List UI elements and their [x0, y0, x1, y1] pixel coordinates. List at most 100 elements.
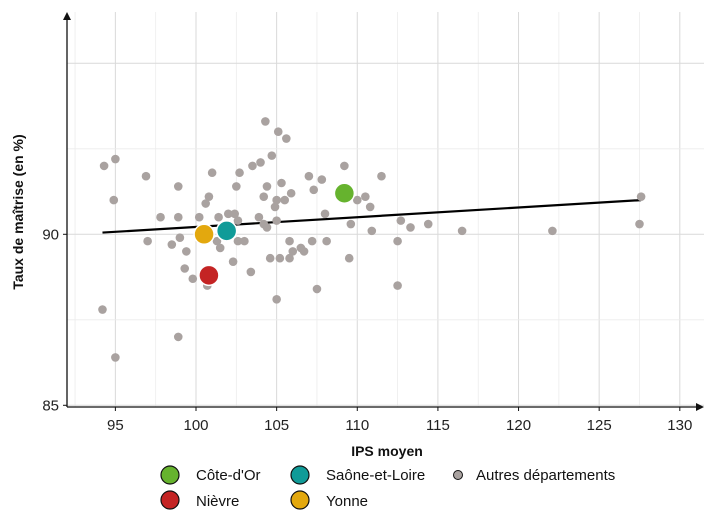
point-autres-departements [233, 216, 243, 225]
point-autres-departements [270, 202, 280, 212]
point-autres-departements [282, 134, 291, 143]
point-autres-departements [111, 154, 120, 164]
point-autres-departements [262, 182, 272, 191]
legend-label-yonne: Yonne [326, 493, 368, 510]
point-autres-departements [261, 117, 270, 126]
point-autres-departements [365, 202, 375, 212]
point-autres-departements [98, 305, 107, 314]
grid [67, 12, 704, 407]
point-autres-departements [340, 161, 349, 171]
point-autres-departements [272, 195, 281, 205]
point-autres-departements [188, 274, 198, 284]
point-autres-departements [194, 212, 204, 222]
trend-line-group [102, 198, 642, 234]
x-tick-label: 100 [183, 417, 208, 434]
point-autres-departements [254, 212, 264, 222]
point-autres-departements [285, 236, 294, 246]
point-autres-departements [288, 247, 298, 256]
point-autres-departements [275, 253, 285, 263]
legend-label-cote-dor: Côte-d'Or [196, 467, 261, 484]
point-autres-departements [267, 151, 277, 160]
point-autres-departements [361, 192, 370, 201]
point-autres-departements [548, 226, 557, 236]
point-autres-departements [277, 178, 286, 188]
point-autres-departements [299, 247, 309, 256]
point-autres-departements [272, 294, 281, 304]
point-autres-departements [212, 236, 222, 246]
legend: Côte-d'Or Saône-et-Loire Autres départem… [160, 465, 615, 510]
trend-line [102, 198, 642, 234]
y-axis-title: Taux de maîtrise (en %) [10, 134, 26, 289]
y-tick-label: 90 [42, 226, 59, 243]
highlight-point-saone-et-loire [215, 220, 238, 242]
x-axis-arrow [696, 403, 704, 411]
x-tick-label: 115 [426, 417, 450, 434]
legend-item-nievre: Nièvre [160, 490, 239, 510]
point-autres-departements [307, 236, 317, 246]
legend-swatch-autres-departements [453, 470, 463, 480]
x-tick-label: 95 [107, 417, 124, 434]
tick-labels: 95 100 105 110 115 120 125 130 85 90 [42, 226, 692, 434]
point-autres-departements [635, 219, 644, 229]
point-autres-departements [175, 233, 185, 243]
legend-label-autres-departements: Autres départements [476, 467, 615, 484]
point-autres-departements [265, 253, 275, 263]
point-autres-departements [423, 219, 433, 229]
legend-item-autres-departements: Autres départements [453, 467, 615, 484]
point-autres-departements [240, 236, 249, 246]
point-autres-departements [317, 175, 327, 184]
y-tick-label: 85 [42, 397, 59, 414]
point-autres-departements [232, 182, 241, 191]
legend-label-nievre: Nièvre [196, 493, 239, 510]
highlight-point-nievre [198, 264, 220, 287]
point-autres-departements [256, 158, 265, 167]
highlight-point-yonne [193, 223, 215, 246]
point-autres-departements [156, 212, 165, 222]
legend-item-cote-dor: Côte-d'Or [160, 465, 261, 485]
point-autres-departements [377, 171, 386, 181]
point-autres-departements [367, 226, 377, 236]
axes [63, 12, 704, 411]
point-autres-departements [272, 216, 281, 225]
point-autres-departements [167, 240, 177, 249]
point-autres-departements [346, 219, 356, 229]
point-autres-departements [215, 243, 225, 253]
data-points [98, 117, 646, 362]
point-autres-departements [248, 161, 257, 171]
point-autres-departements [396, 216, 406, 225]
point-autres-departements [235, 168, 244, 178]
point-autres-departements [182, 247, 191, 256]
legend-item-yonne: Yonne [290, 490, 368, 510]
legend-swatch-cote-dor [160, 465, 180, 485]
point-autres-departements [636, 192, 646, 201]
point-autres-departements [143, 236, 152, 246]
point-autres-departements [109, 195, 119, 205]
point-autres-departements [99, 161, 109, 171]
point-autres-departements [230, 209, 240, 219]
point-autres-departements [214, 212, 223, 222]
point-autres-departements [173, 212, 183, 222]
point-autres-departements [457, 226, 467, 236]
x-tick-label: 125 [587, 417, 612, 434]
point-autres-departements [223, 209, 233, 219]
point-autres-departements [173, 332, 183, 342]
legend-swatch-nievre [160, 490, 180, 510]
point-autres-departements [262, 223, 272, 232]
legend-label-saone-et-loire: Saône-et-Loire [326, 467, 425, 484]
point-autres-departements [228, 257, 238, 266]
legend-swatch-yonne [290, 490, 310, 510]
x-axis-title: IPS moyen [351, 443, 423, 459]
point-autres-departements [352, 195, 362, 205]
x-tick-label: 120 [506, 417, 531, 434]
point-autres-departements [393, 281, 402, 290]
point-autres-departements [304, 171, 314, 181]
point-autres-departements [393, 236, 402, 246]
point-autres-departements [259, 192, 269, 201]
point-autres-departements [246, 267, 256, 277]
point-autres-departements [309, 185, 319, 195]
point-autres-departements [180, 264, 190, 273]
x-tick-label: 130 [667, 417, 692, 434]
point-autres-departements [201, 199, 210, 208]
point-autres-departements [273, 127, 283, 136]
